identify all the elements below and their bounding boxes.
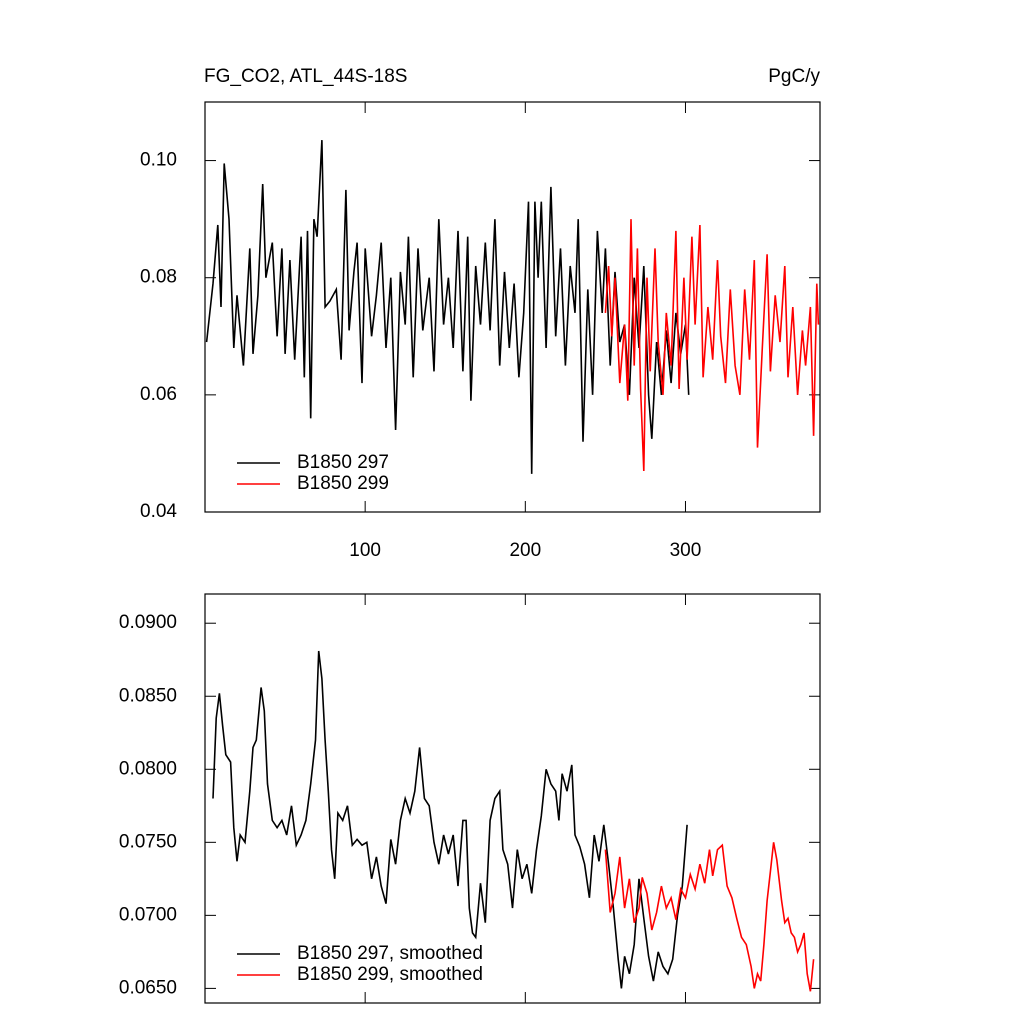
- x-tick-label: 300: [670, 540, 702, 561]
- legend-label: B1850 299: [297, 473, 389, 494]
- series-line: [604, 219, 820, 472]
- legend-label: B1850 297: [297, 452, 389, 473]
- x-tick-label: 200: [509, 540, 541, 561]
- series-line: [604, 842, 815, 992]
- plot-frame: [204, 593, 821, 1004]
- y-tick-label: 0.04: [140, 501, 177, 522]
- y-tick-label: 0.0650: [119, 977, 177, 998]
- y-tick-label: 0.0900: [119, 612, 177, 633]
- y-tick-label: 0.0750: [119, 831, 177, 852]
- y-tick-label: 0.08: [140, 267, 177, 288]
- y-tick-label: 0.0700: [119, 904, 177, 925]
- x-tick-label: 100: [349, 540, 381, 561]
- chart-title: FG_CO2, ATL_44S-18S: [204, 66, 407, 87]
- y-tick-label: 0.0850: [119, 685, 177, 706]
- units-label: PgC/y: [768, 66, 820, 87]
- series-line: [212, 650, 688, 989]
- legend-label: B1850 299, smoothed: [297, 964, 483, 985]
- y-tick-label: 0.06: [140, 384, 177, 405]
- y-tick-label: 0.10: [140, 150, 177, 171]
- legend-label: B1850 297, smoothed: [297, 943, 483, 964]
- plot-frame: [204, 101, 821, 513]
- y-tick-label: 0.0800: [119, 758, 177, 779]
